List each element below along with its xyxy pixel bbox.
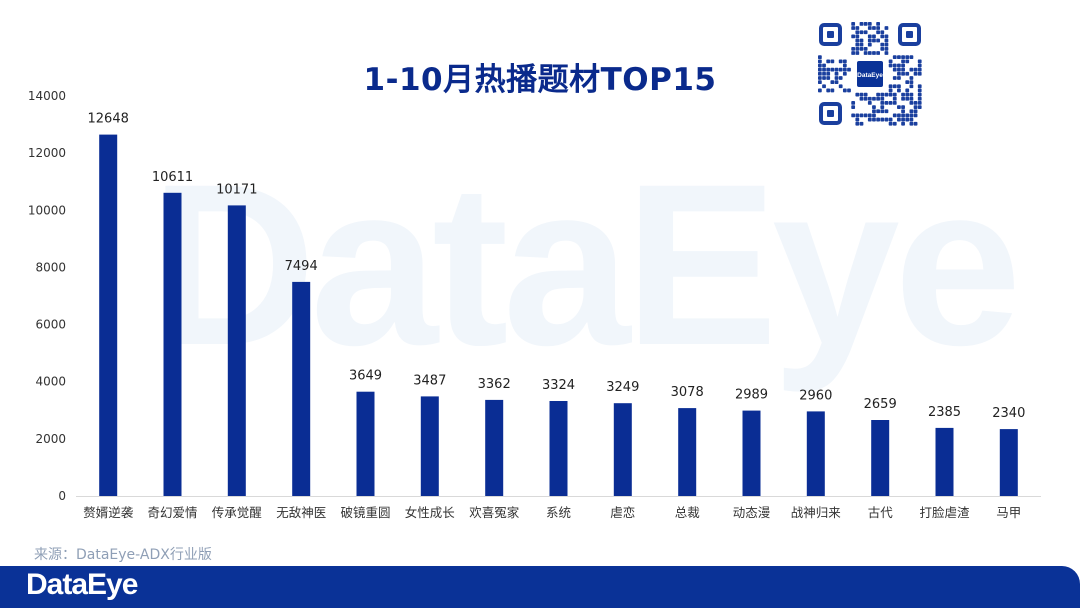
y-axis-ticks: 0 2000 4000 6000 8000 10000 12000 14000 xyxy=(28,89,66,503)
y-tick-label: 14000 xyxy=(28,89,66,103)
y-tick-label: 8000 xyxy=(35,260,66,274)
bar-value-label: 10611 xyxy=(152,170,193,185)
bar-value-labels: 12648 10611 10171 7494 3649 3487 3362 3324 3249 3… xyxy=(88,112,1026,422)
x-tick-label: 女性成长 xyxy=(405,505,456,520)
bar xyxy=(678,408,697,496)
y-tick-label: 0 xyxy=(58,489,66,503)
bar-chart: 0 2000 4000 6000 8000 10000 12000 14000 12648 10… xyxy=(28,89,1041,520)
y-tick-label: 2000 xyxy=(35,432,66,446)
y-tick-label: 6000 xyxy=(35,318,66,332)
bar xyxy=(871,420,890,496)
bar-value-label: 2659 xyxy=(864,397,897,412)
bar xyxy=(99,134,118,496)
bar xyxy=(935,427,954,496)
chart-title: 1-10月热播题材TOP15 xyxy=(363,62,717,98)
x-tick-label: 打脸虐渣 xyxy=(919,505,970,520)
bar-value-label: 2989 xyxy=(735,388,768,403)
x-tick-label: 破镜重圆 xyxy=(340,505,390,520)
x-axis-labels: 赘婿逆袭 奇幻爱情 传承觉醒 无敌神医 破镜重圆 女性成长 欢喜冤家 系统 虐恋 总裁 动态漫 战神归… xyxy=(83,505,1021,520)
footer-logo: DataEye xyxy=(26,568,138,601)
bar xyxy=(742,410,761,496)
bar xyxy=(806,411,825,496)
x-tick-label: 赘婿逆袭 xyxy=(83,505,134,520)
x-tick-label: 总裁 xyxy=(675,505,700,520)
bar xyxy=(485,399,504,496)
bar-value-label: 3487 xyxy=(413,373,446,388)
bars xyxy=(99,134,1018,497)
bar-value-label: 2960 xyxy=(799,388,832,403)
bar xyxy=(227,205,246,496)
bar-value-label: 3649 xyxy=(349,369,382,384)
bar xyxy=(292,281,311,496)
x-tick-label: 无敌神医 xyxy=(276,505,326,520)
x-tick-label: 古代 xyxy=(868,505,894,520)
source-note: 来源：DataEye-ADX行业版 xyxy=(34,547,212,563)
y-tick-label: 10000 xyxy=(28,203,66,217)
x-tick-label: 战神归来 xyxy=(791,505,842,520)
bar-value-label: 2385 xyxy=(928,405,961,420)
y-tick-label: 12000 xyxy=(28,146,66,160)
bar xyxy=(163,192,182,497)
bar xyxy=(999,429,1018,496)
bar-value-label: 2340 xyxy=(992,406,1025,421)
bar xyxy=(613,403,632,496)
bar-value-label: 3078 xyxy=(671,385,704,400)
bar xyxy=(356,391,375,496)
x-tick-label: 欢喜冤家 xyxy=(469,505,520,520)
bar-value-label: 10171 xyxy=(216,182,257,197)
qr-code: DataEye xyxy=(818,22,922,126)
bar-value-label: 12648 xyxy=(88,112,129,127)
footer-bar: DataEye xyxy=(0,566,1080,608)
x-tick-label: 动态漫 xyxy=(733,505,771,520)
bar-value-label: 3362 xyxy=(478,377,511,392)
qr-badge-text: DataEye xyxy=(857,72,883,79)
bar-value-label: 7494 xyxy=(285,259,318,274)
x-tick-label: 马甲 xyxy=(996,505,1021,520)
y-tick-label: 4000 xyxy=(35,375,66,389)
x-tick-label: 奇幻爱情 xyxy=(147,505,197,520)
bar-value-label: 3324 xyxy=(542,378,575,393)
x-tick-label: 虐恋 xyxy=(610,505,635,520)
bar xyxy=(549,401,568,496)
x-tick-label: 传承觉醒 xyxy=(212,505,263,520)
bar xyxy=(420,396,439,496)
bar-value-label: 3249 xyxy=(606,380,639,395)
x-tick-label: 系统 xyxy=(546,505,571,520)
